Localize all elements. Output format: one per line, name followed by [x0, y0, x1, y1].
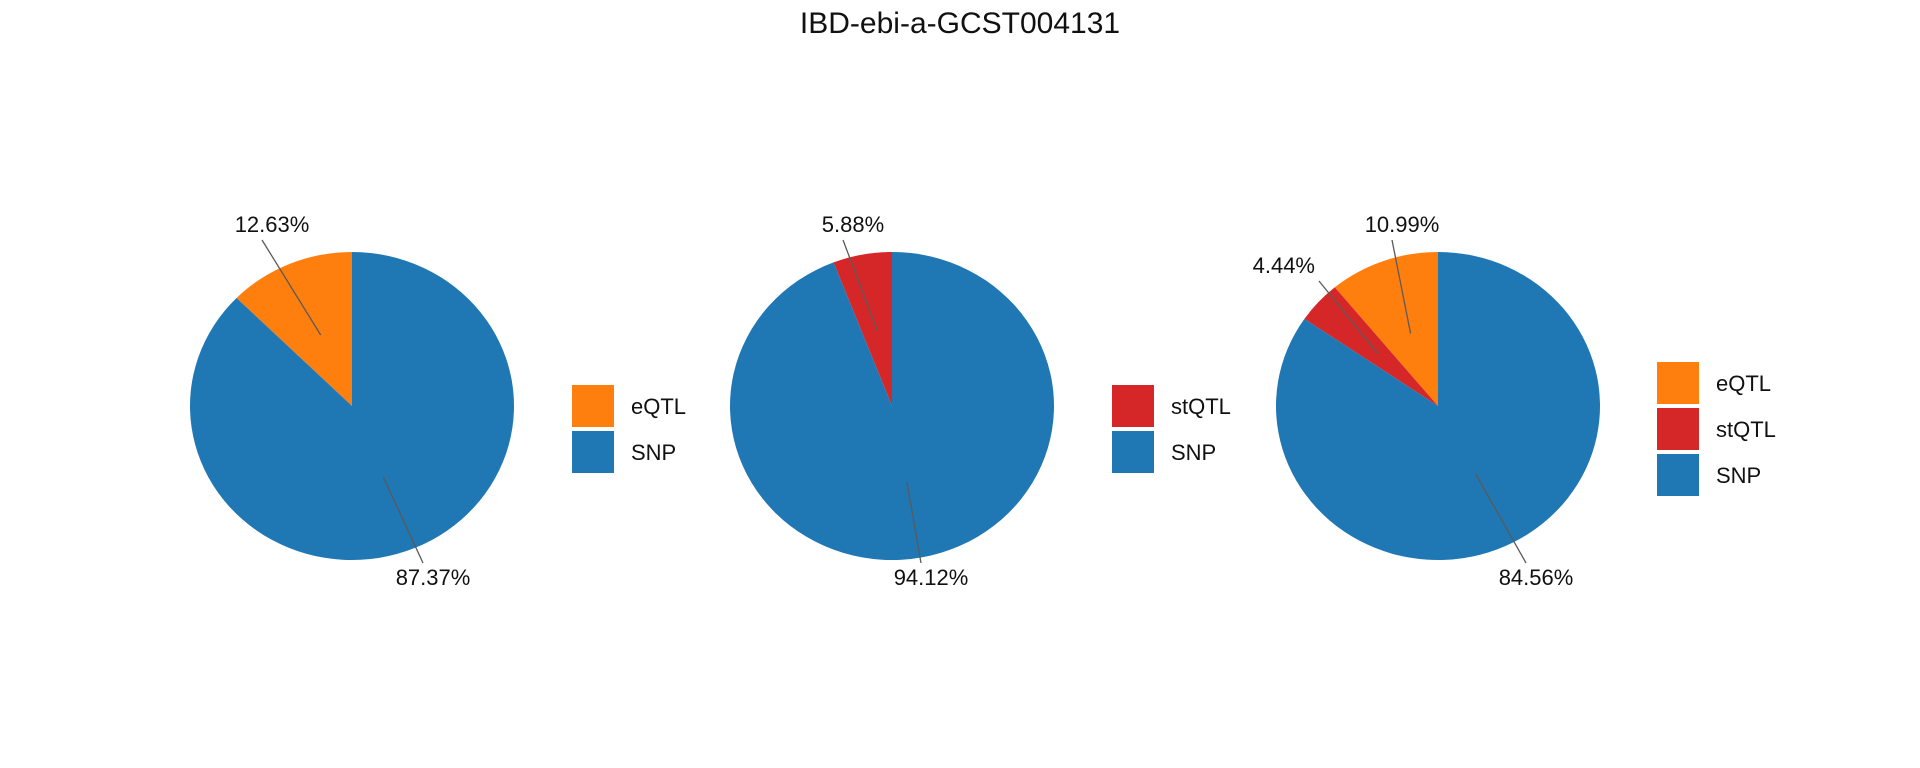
leader-line [906, 481, 922, 564]
pie-slice-eqtl [1334, 252, 1438, 406]
leader-line [842, 239, 878, 331]
pie-slice-snp [730, 251, 1054, 560]
pie-slice-label: 5.88% [822, 212, 884, 237]
legend-swatch-stqtl [1657, 408, 1699, 450]
leader-line [1475, 473, 1527, 564]
pie-panel-1: 12.63% 87.37% eQTL SNP [190, 212, 686, 590]
pie-panel-2: 5.88% 94.12% stQTL SNP [730, 212, 1231, 590]
leader-line [382, 476, 424, 564]
legend-label: stQTL [1171, 394, 1231, 419]
pie-slice-label: 87.37% [396, 565, 471, 590]
pie-slice-label: 10.99% [1365, 212, 1440, 237]
leader-line [1318, 280, 1379, 355]
legend-label: eQTL [631, 394, 686, 419]
pie-slice-eqtl [236, 252, 352, 406]
leader-line [1391, 239, 1412, 334]
legend-swatch-snp [572, 431, 614, 473]
pie-slice-snp [1276, 252, 1601, 560]
legend-label: eQTL [1716, 371, 1771, 396]
legend-swatch-snp [1657, 454, 1699, 496]
pie-slice-stqtl [833, 252, 892, 406]
pie-slice-stqtl [1304, 287, 1438, 406]
legend-swatch-eqtl [1657, 362, 1699, 404]
leader-line [261, 239, 322, 336]
pie-panels: 12.63%87.37%eQTLSNP5.88%94.12%stQTLSNP10… [190, 212, 1776, 590]
pie-slice-label: 94.12% [894, 565, 969, 590]
pie-panel-3: 10.99% 4.44% 84.56% eQTL stQTL SNP [1253, 212, 1776, 590]
legend-label: SNP [1716, 463, 1761, 488]
pie-slice-label: 12.63% [235, 212, 310, 237]
pie-slice-snp [190, 252, 515, 560]
legend-label: stQTL [1716, 417, 1776, 442]
legend-swatch-snp [1112, 431, 1154, 473]
pie-slice-label: 84.56% [1499, 565, 1574, 590]
chart-title: IBD-ebi-a-GCST004131 [800, 7, 1120, 40]
pie-slice-label: 4.44% [1253, 253, 1315, 278]
legend-label: SNP [1171, 440, 1216, 465]
legend-swatch-stqtl [1112, 385, 1154, 427]
legend-swatch-eqtl [572, 385, 614, 427]
legend-label: SNP [631, 440, 676, 465]
